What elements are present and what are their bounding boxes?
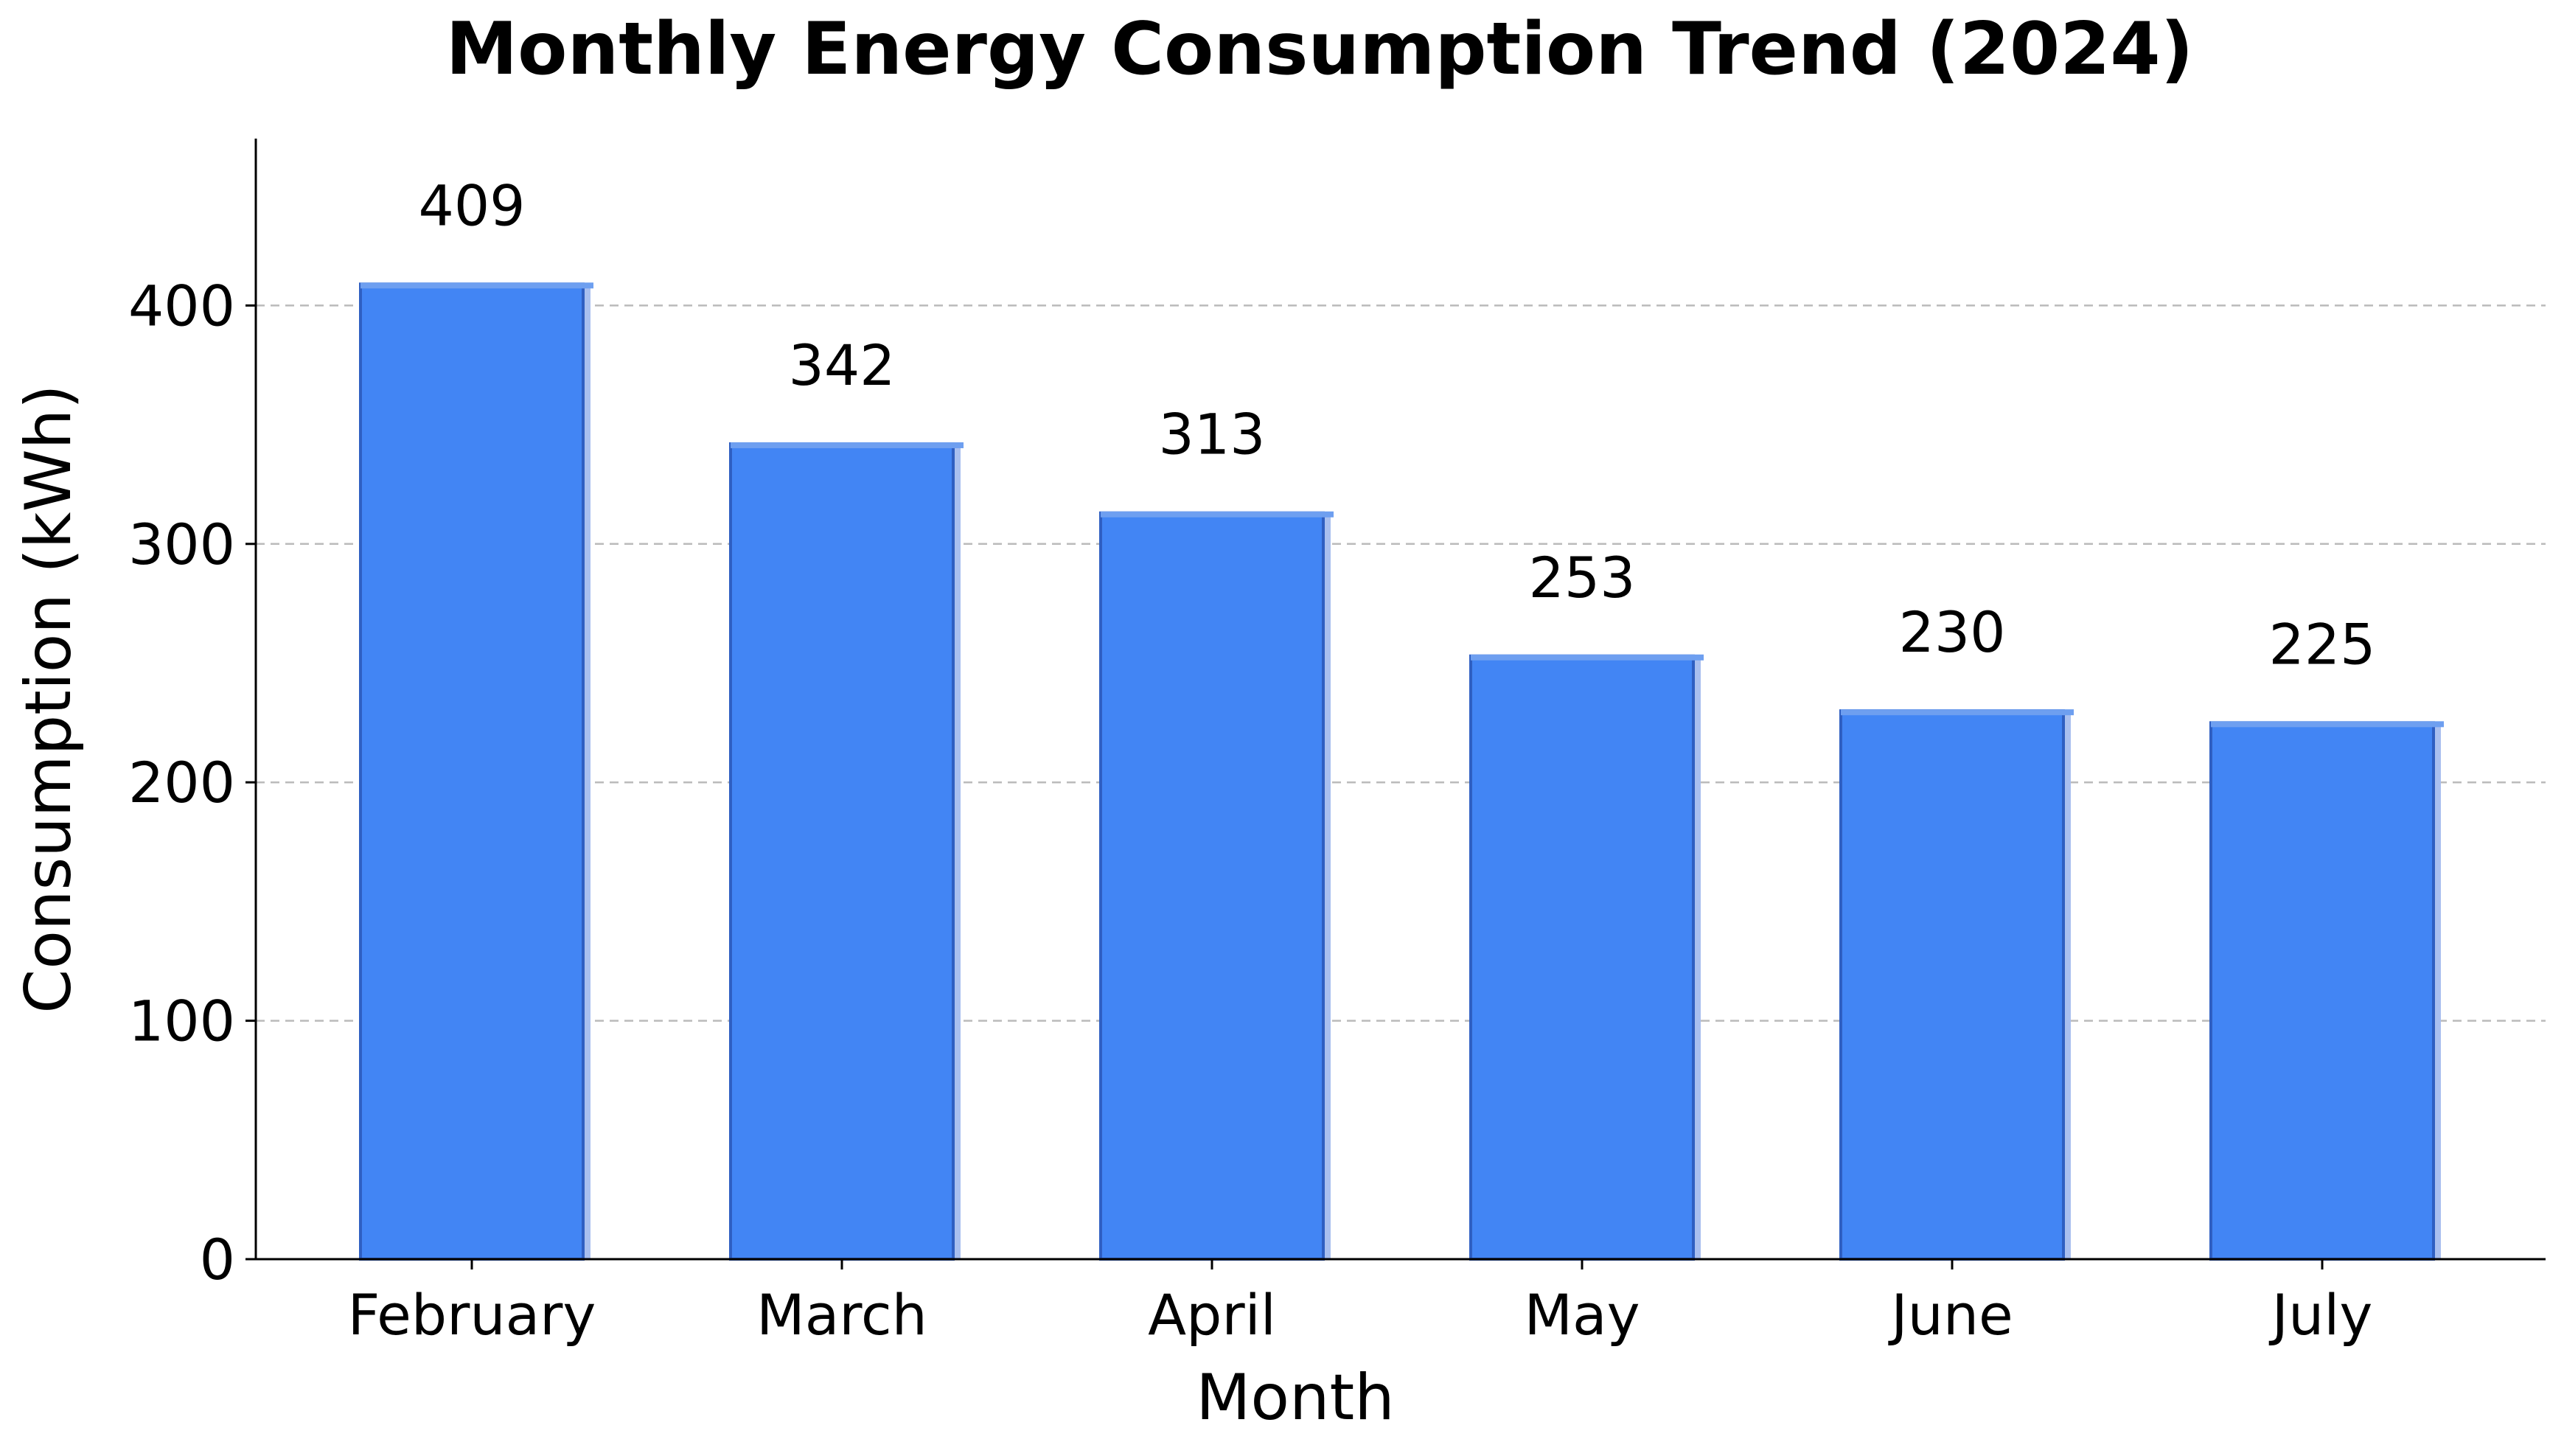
axes xyxy=(254,139,2546,1261)
x-tick-label: May xyxy=(1524,1282,1640,1348)
data-label: 253 xyxy=(1528,545,1635,610)
data-label: 342 xyxy=(788,332,895,398)
gridlines xyxy=(256,304,2546,1022)
x-tick-label: June xyxy=(1888,1282,2013,1348)
y-ticks: 0 100 200 300 400 xyxy=(128,273,256,1292)
y-axis-label: Consumption (kWh) xyxy=(12,384,86,1013)
bars xyxy=(359,282,2444,1261)
bar-may xyxy=(1469,654,1695,1261)
bar-top-highlight xyxy=(1471,654,1704,661)
bar-top-highlight xyxy=(731,442,964,448)
bar-top-highlight xyxy=(360,282,593,289)
bar-june xyxy=(1839,709,2065,1261)
x-tick-label: March xyxy=(756,1282,927,1348)
y-tick-label: 400 xyxy=(128,273,235,338)
x-tick-label: February xyxy=(348,1282,596,1348)
bar-top-highlight xyxy=(1101,511,1334,518)
data-label: 225 xyxy=(2268,611,2375,677)
bar-february xyxy=(359,282,585,1261)
x-ticks: February March April May June July xyxy=(348,1259,2373,1348)
bar-march xyxy=(729,442,955,1261)
chart-title: Monthly Energy Consumption Trend (2024) xyxy=(446,7,2194,91)
bar-top-highlight xyxy=(2211,721,2444,728)
y-tick-label: 100 xyxy=(128,989,235,1054)
x-axis-label: Month xyxy=(1196,1361,1395,1435)
y-tick-label: 0 xyxy=(200,1227,235,1292)
bar-top-highlight xyxy=(1841,709,2074,716)
data-label: 409 xyxy=(418,173,525,238)
data-label: 313 xyxy=(1158,402,1265,467)
x-tick-label: July xyxy=(2269,1282,2373,1348)
y-tick-label: 200 xyxy=(128,750,235,815)
data-label: 230 xyxy=(1898,599,2005,665)
x-tick-label: April xyxy=(1148,1282,1276,1348)
y-tick-label: 300 xyxy=(128,512,235,577)
bar-april xyxy=(1099,511,1325,1261)
bar-july xyxy=(2209,721,2435,1261)
data-labels: 409 342 313 253 230 225 xyxy=(418,173,2375,677)
